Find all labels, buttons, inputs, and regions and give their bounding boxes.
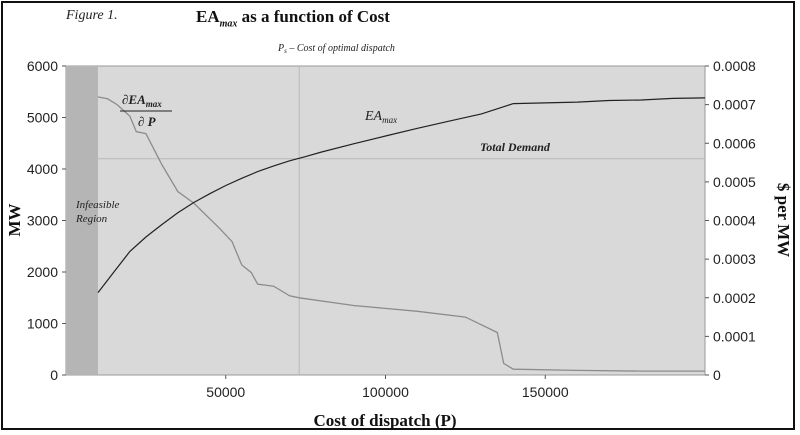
- y-left-tick-label: 4000: [27, 161, 58, 177]
- figure-label: Figure 1.: [66, 8, 118, 23]
- infeasible-label-line2: Region: [75, 213, 108, 225]
- eamax-label-sub: max: [382, 115, 397, 125]
- infeasible-region: [66, 66, 98, 375]
- marker-label-main: P: [277, 43, 284, 54]
- marker-label-rest: – Cost of optimal dispatch: [287, 43, 395, 54]
- title-sub: max: [219, 18, 238, 30]
- x-tick-label: 50000: [206, 384, 245, 400]
- x-tick-label: 150000: [522, 384, 569, 400]
- y-left-tick-label: 3000: [27, 213, 58, 229]
- marker-label: Ps – Cost of optimal dispatch: [277, 43, 395, 55]
- y-axis-label-left: MW: [5, 203, 24, 236]
- y-left-tick-label: 2000: [27, 264, 58, 280]
- y-right-tick-label: 0.0002: [713, 290, 756, 306]
- y-left-tick-label: 0: [50, 367, 58, 383]
- total-demand-label: Total Demand: [480, 140, 551, 154]
- y-right-tick-label: 0.0001: [713, 328, 756, 344]
- plot-area: [65, 65, 706, 376]
- title-main: EA: [196, 7, 220, 26]
- marker-label-sub: s: [284, 47, 287, 55]
- series-line-eamax: [97, 97, 706, 293]
- eamax-label-main: EA: [364, 109, 383, 124]
- deriv-label-numerator: ∂EAmax: [122, 92, 162, 109]
- deriv-numerator-main: ∂EA: [122, 92, 146, 107]
- x-tick-label: 100000: [362, 384, 409, 400]
- y-right-tick-label: 0.0003: [713, 251, 756, 267]
- y-right-tick-label: 0.0008: [713, 58, 756, 74]
- x-axis-label: Cost of dispatch (P): [313, 411, 456, 430]
- infeasible-label-line1: Infeasible: [75, 199, 119, 211]
- y-right-tick-label: 0.0005: [713, 174, 756, 190]
- chart-title: EAmax as a function of Cost: [196, 7, 390, 29]
- title-rest: as a function of Cost: [237, 7, 390, 26]
- series-line-deriv: [97, 96, 705, 372]
- y-left-tick-label: 5000: [27, 110, 58, 126]
- eamax-label: EAmax: [364, 109, 397, 125]
- y-axis-label-right: $ per MW: [774, 183, 793, 257]
- y-right-tick-label: 0.0004: [713, 213, 756, 229]
- deriv-numerator-sub: max: [146, 99, 163, 109]
- deriv-label-denominator: ∂ P: [138, 114, 157, 129]
- y-right-tick-label: 0: [713, 367, 721, 383]
- y-left-tick-label: 6000: [27, 58, 58, 74]
- y-right-tick-label: 0.0007: [713, 97, 756, 113]
- y-right-tick-label: 0.0006: [713, 135, 756, 151]
- y-left-tick-label: 1000: [27, 316, 58, 332]
